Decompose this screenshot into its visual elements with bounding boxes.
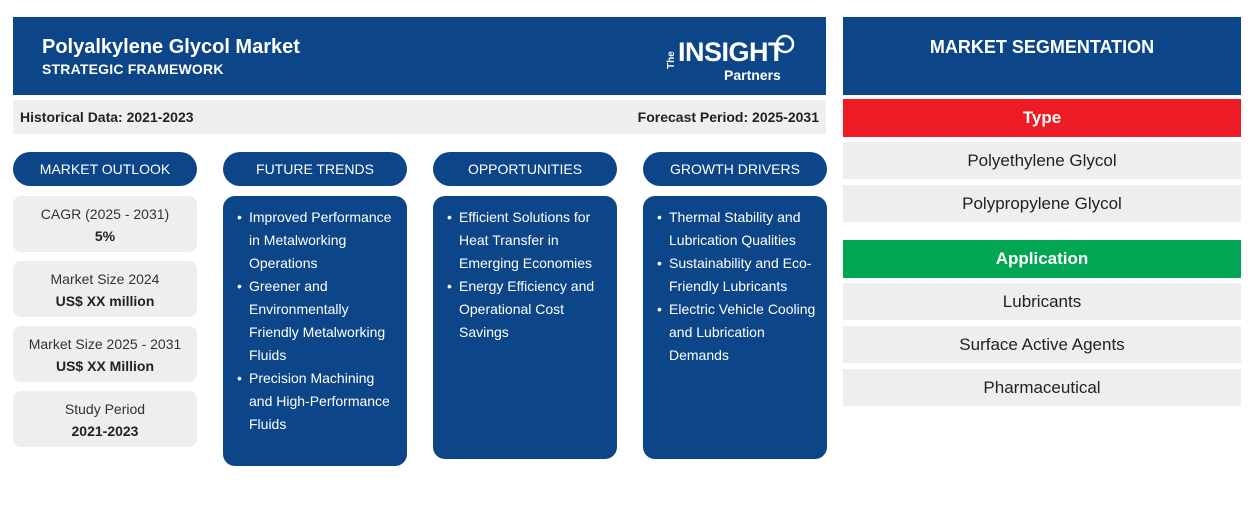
market-size-forecast-card: Market Size 2025 - 2031 US$ XX Million <box>13 326 197 382</box>
cagr-value: 5% <box>94 228 116 244</box>
historical-data: Historical Data: 2021-2023 <box>20 109 194 125</box>
future-trends-header: FUTURE TRENDS <box>223 152 407 186</box>
cagr-label: CAGR (2025 - 2031) <box>40 206 170 222</box>
opportunity-item: Efficient Solutions for Heat Transfer in… <box>443 206 609 275</box>
opportunities-header: OPPORTUNITIES <box>433 152 617 186</box>
period-bar: Historical Data: 2021-2023 Forecast Peri… <box>13 100 826 134</box>
opportunities-box: Efficient Solutions for Heat Transfer in… <box>433 196 617 459</box>
study-period-card: Study Period 2021-2023 <box>13 391 197 447</box>
cagr-card: CAGR (2025 - 2031) 5% <box>13 196 197 252</box>
segment-application-item: Surface Active Agents <box>843 326 1241 363</box>
report-header: Polyalkylene Glycol Market STRATEGIC FRA… <box>13 17 826 95</box>
driver-item: Electric Vehicle Cooling and Lubrication… <box>653 298 819 367</box>
logo-swoosh-icon <box>775 34 795 54</box>
opportunity-item: Energy Efficiency and Operational Cost S… <box>443 275 609 344</box>
report-title: Polyalkylene Glycol Market <box>42 36 300 58</box>
segment-type-item: Polyethylene Glycol <box>843 142 1241 179</box>
study-period-label: Study Period <box>64 401 146 417</box>
segment-type-heading: Type <box>843 99 1241 137</box>
growth-drivers-box: Thermal Stability and Lubrication Qualit… <box>643 196 827 459</box>
trend-item: Precision Machining and High-Performance… <box>233 367 399 436</box>
market-outlook-header: MARKET OUTLOOK <box>13 152 197 186</box>
forecast-period: Forecast Period: 2025-2031 <box>637 109 819 125</box>
market-size-forecast-label: Market Size 2025 - 2031 <box>28 336 182 352</box>
logo-the-text: The <box>666 51 677 69</box>
growth-drivers-header: GROWTH DRIVERS <box>643 152 827 186</box>
future-trends-box: Improved Performance in Metalworking Ope… <box>223 196 407 466</box>
insight-partners-logo: The INSIGHT Partners <box>664 31 804 85</box>
market-size-2024-value: US$ XX million <box>55 293 155 309</box>
segment-application-item: Pharmaceutical <box>843 369 1241 406</box>
logo-insight-text: INSIGHT <box>678 37 785 67</box>
market-segmentation-title: MARKET SEGMENTATION <box>843 17 1241 95</box>
market-size-forecast-value: US$ XX Million <box>55 358 154 374</box>
driver-item: Sustainability and Eco-Friendly Lubrican… <box>653 252 819 298</box>
segment-application-heading: Application <box>843 240 1241 278</box>
report-subtitle: STRATEGIC FRAMEWORK <box>42 61 224 77</box>
segment-application-item: Lubricants <box>843 283 1241 320</box>
segment-type-item: Polypropylene Glycol <box>843 185 1241 222</box>
trend-item: Improved Performance in Metalworking Ope… <box>233 206 399 275</box>
study-period-value: 2021-2023 <box>71 423 139 439</box>
trend-item: Greener and Environmentally Friendly Met… <box>233 275 399 367</box>
market-size-2024-label: Market Size 2024 <box>50 271 160 287</box>
logo-partners-text: Partners <box>724 67 781 83</box>
market-size-2024-card: Market Size 2024 US$ XX million <box>13 261 197 317</box>
driver-item: Thermal Stability and Lubrication Qualit… <box>653 206 819 252</box>
